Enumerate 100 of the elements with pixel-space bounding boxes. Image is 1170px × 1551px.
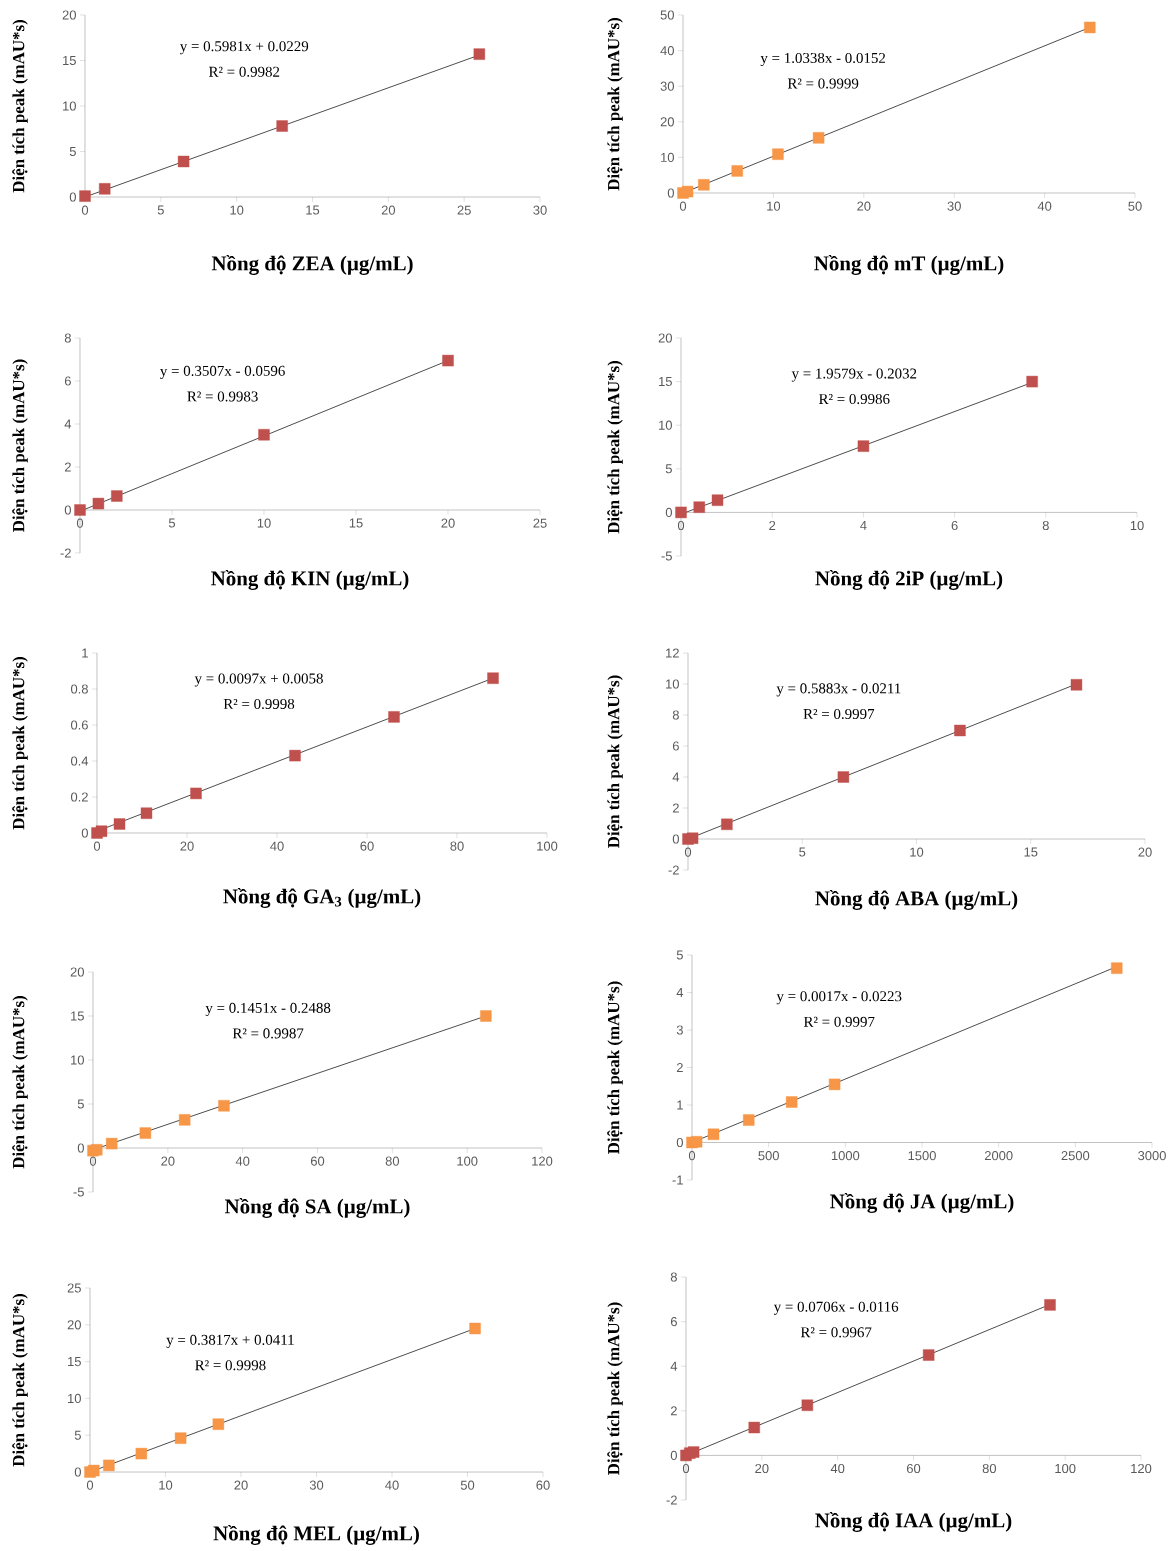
- x-tick-label: 30: [533, 205, 547, 215]
- y-tick-label: 6: [671, 1317, 678, 1327]
- y-axis-title: Diện tích peak (mAU*s): [12, 656, 28, 830]
- x-tick-label: 50: [460, 1480, 475, 1490]
- point: [388, 711, 400, 723]
- y-tick-label: 20: [67, 1320, 82, 1330]
- point: [707, 1128, 720, 1140]
- y-tick-label: -2: [668, 865, 679, 875]
- point: [140, 807, 153, 819]
- point: [212, 1418, 225, 1430]
- point: [92, 497, 105, 510]
- x-tick-label: 6: [951, 520, 958, 531]
- y-axis-title: Diện tích peak (mAU*s): [12, 359, 28, 533]
- annotation: R² = 0.9999: [787, 78, 859, 89]
- x-tick-label: 80: [450, 841, 464, 851]
- y-tick-label: 10: [659, 420, 673, 430]
- x-tick-label: 20: [755, 1463, 769, 1474]
- x-tick-label: 60: [311, 1156, 325, 1166]
- y-tick-label: 4: [672, 772, 680, 782]
- y-tick-label: 15: [71, 1011, 85, 1021]
- point: [772, 148, 784, 160]
- annotation: y = 1.9579x - 0.2032: [791, 368, 917, 382]
- x-tick-label: 40: [385, 1480, 399, 1490]
- annotation: R² = 0.9987: [232, 1028, 304, 1039]
- point: [837, 771, 850, 783]
- x-tick-label: 100: [1055, 1463, 1076, 1474]
- y-tick-label: 8: [670, 1272, 678, 1282]
- point: [801, 1399, 814, 1411]
- y-tick-label: 5: [74, 1430, 82, 1440]
- y-tick-label: 10: [63, 101, 77, 111]
- point: [711, 494, 724, 506]
- point: [691, 1136, 703, 1148]
- point: [178, 155, 190, 168]
- y-tick-label: 10: [71, 1055, 85, 1065]
- point: [179, 1114, 191, 1126]
- point: [469, 1322, 481, 1335]
- point: [487, 672, 499, 684]
- x-tick-label: 120: [532, 1156, 553, 1166]
- x-tick-label: 3000: [1138, 1151, 1167, 1161]
- x-tick-label: 40: [1037, 201, 1052, 211]
- x-tick-label: 2000: [985, 1151, 1013, 1161]
- point: [88, 1464, 100, 1477]
- annotation: y = 0.5883x - 0.0211: [776, 683, 901, 697]
- x-axis-title: Nồng độ SA (µg/mL): [225, 1198, 410, 1218]
- point: [721, 818, 733, 830]
- x-tick-label: 25: [533, 518, 547, 528]
- x-tick-label: 40: [830, 1463, 845, 1474]
- point: [111, 490, 123, 502]
- y-tick-label: -2: [60, 548, 71, 558]
- annotation: y = 1.0338x - 0.0152: [760, 52, 886, 67]
- y-tick-label: 10: [666, 679, 680, 689]
- x-tick-label: 60: [907, 1463, 921, 1474]
- y-tick-label: 4: [64, 419, 72, 429]
- y-tick-label: 5: [665, 464, 673, 474]
- x-tick-label: 60: [536, 1480, 550, 1490]
- point: [681, 185, 694, 198]
- annotation: R² = 0.9998: [195, 1360, 266, 1371]
- point: [74, 504, 86, 516]
- annotation: R² = 0.9986: [819, 393, 890, 405]
- point: [91, 1144, 103, 1156]
- y-tick-label: 0.2: [71, 792, 88, 802]
- y-tick-label: 50: [660, 10, 675, 20]
- point: [289, 749, 301, 762]
- x-tick-label: 10: [1130, 520, 1144, 531]
- x-axis-title: Nồng độ GA$_{3}$ (µg/mL): [223, 888, 421, 908]
- y-tick-label: 20: [70, 967, 85, 977]
- x-tick-label: 10: [910, 847, 924, 857]
- x-tick-label: 500: [758, 1151, 780, 1161]
- x-tick-label: 5: [169, 518, 176, 528]
- x-tick-label: 0: [90, 1156, 97, 1166]
- x-tick-label: 100: [537, 841, 558, 851]
- x-axis-title: Nồng độ mT (µg/mL): [814, 255, 1004, 275]
- x-tick-label: 30: [947, 201, 962, 211]
- y-tick-label: -5: [661, 551, 673, 561]
- annotation: y = 0.5981x + 0.0229: [180, 41, 309, 55]
- point: [106, 1137, 118, 1150]
- annotation: y = 0.1451x - 0.2488: [205, 1002, 331, 1016]
- point: [113, 818, 126, 830]
- y-tick-label: -1: [672, 1175, 683, 1185]
- annotation: y = 0.3507x - 0.0596: [160, 365, 286, 379]
- y-tick-label: 10: [68, 1393, 82, 1403]
- x-tick-label: 20: [1138, 847, 1152, 857]
- y-tick-label: 1: [677, 1100, 683, 1110]
- y-tick-label: 4: [676, 988, 684, 997]
- y-tick-label: 5: [77, 1099, 85, 1109]
- y-tick-label: 0: [676, 1137, 684, 1148]
- x-tick-label: 10: [159, 1480, 173, 1490]
- annotation: R² = 0.9998: [223, 698, 295, 710]
- x-tick-label: 25: [457, 205, 471, 215]
- x-tick-label: 100: [457, 1156, 478, 1166]
- x-tick-label: 15: [306, 205, 320, 215]
- y-tick-label: 0: [672, 834, 680, 844]
- y-tick-label: 8: [672, 710, 680, 720]
- point: [99, 183, 111, 195]
- y-axis-title: Diện tích peak (mAU*s): [12, 19, 28, 193]
- y-axis-title: Diện tích peak (mAU*s): [607, 981, 623, 1155]
- x-tick-label: 0: [94, 841, 101, 851]
- y-tick-label: 20: [660, 117, 675, 127]
- x-tick-label: 10: [767, 201, 781, 211]
- x-tick-label: 2500: [1061, 1151, 1090, 1161]
